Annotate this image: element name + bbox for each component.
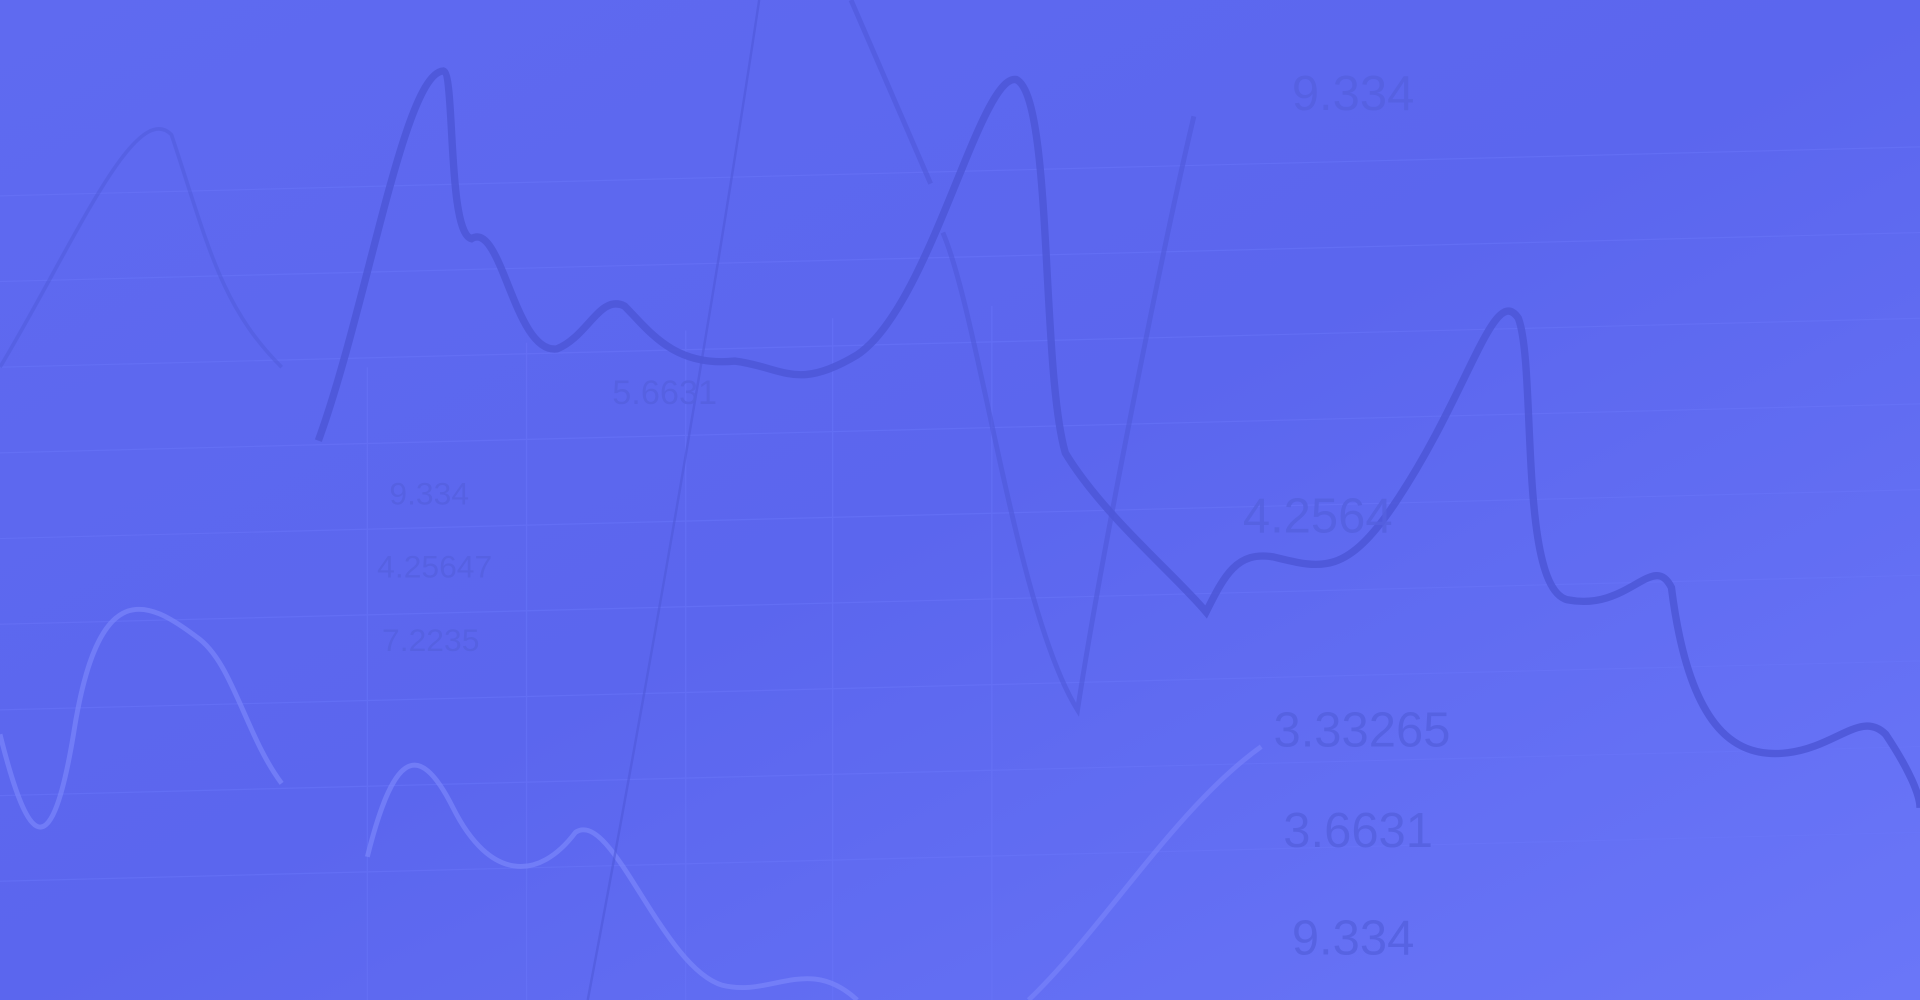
floating-number: 4.25647 [377, 549, 492, 585]
floating-number: 9.334 [389, 475, 469, 511]
floating-number: 3.6631 [1283, 804, 1433, 858]
main-curve [314, 67, 1920, 809]
floating-number: 9.334 [1292, 912, 1415, 966]
light-curve [364, 762, 859, 1000]
floating-number: 9.334 [1292, 67, 1415, 121]
floating-number: 3.33265 [1273, 704, 1450, 758]
grid-texture [0, 146, 1920, 1000]
dark-line [848, 0, 1197, 717]
floating-number: 4.2564 [1243, 489, 1393, 543]
floating-number: 7.2235 [382, 622, 479, 658]
dark-line [586, 0, 761, 1000]
floating-number: 5.6631 [612, 374, 717, 412]
light-curve [0, 606, 284, 830]
light-curve [1026, 744, 1263, 1000]
dark-line [0, 127, 283, 369]
